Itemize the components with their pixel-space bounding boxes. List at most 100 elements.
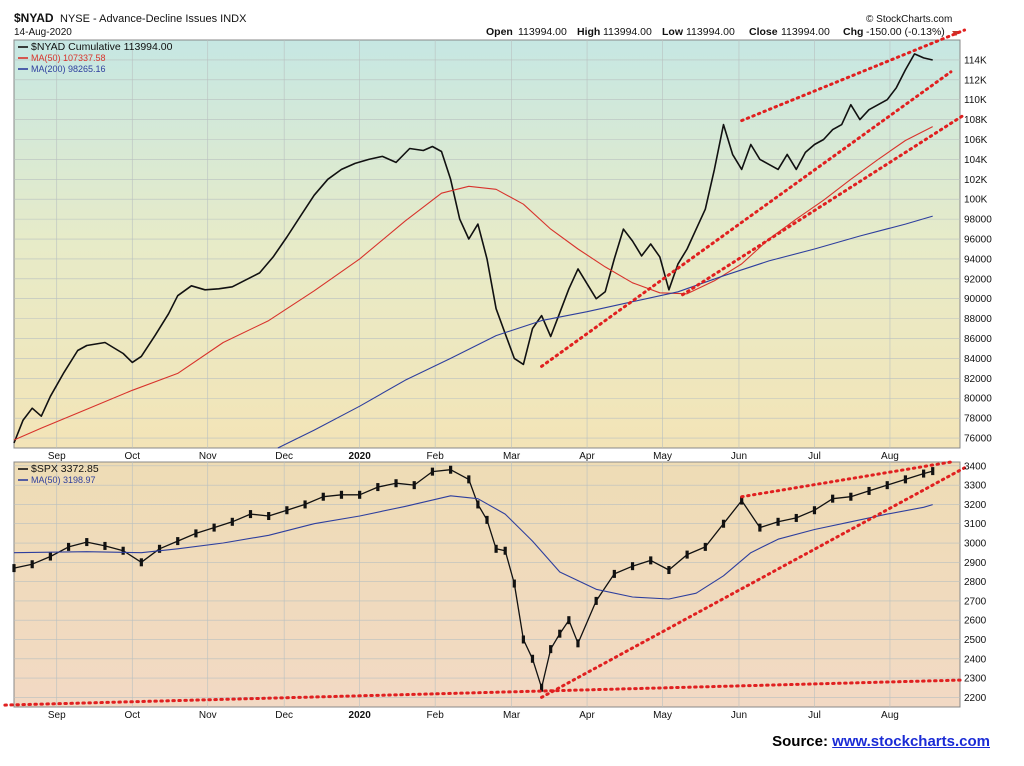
low-value: 113994.00: [686, 26, 735, 38]
spx-candle: [157, 544, 162, 553]
x-tick-label: Jun: [731, 451, 747, 462]
x-tick-label: Apr: [579, 451, 595, 462]
x-tick-label: Mar: [503, 451, 521, 462]
spx-candle: [358, 490, 362, 499]
bottom-axis: 2200 2300 2400 2500 2600 2700 2800 2900 3000 3100…: [48, 461, 987, 721]
spx-candle: [931, 467, 935, 476]
x-tick-label: Feb: [427, 451, 445, 462]
spx-candle: [922, 469, 926, 478]
x-tick-label: May: [653, 451, 672, 462]
top-panel: [13, 39, 961, 449]
spx-candle: [412, 481, 416, 490]
date-label: 14-Aug-2020: [14, 27, 72, 38]
spx-candle: [467, 475, 471, 484]
spx-candle: [549, 645, 553, 654]
y-tick-label: 2400: [964, 654, 987, 665]
source-link[interactable]: www.stockcharts.com: [832, 733, 990, 750]
y-tick-label: 86000: [964, 334, 992, 345]
x-tick-label: Aug: [881, 710, 899, 721]
y-tick-label: 92000: [964, 274, 992, 285]
spx-candle: [630, 562, 635, 571]
spx-candle: [667, 566, 671, 575]
spx-candle: [285, 506, 289, 515]
x-tick-label: Sep: [48, 451, 66, 462]
spx-candle: [103, 541, 107, 550]
spx-candle: [885, 481, 889, 490]
spx-candle: [339, 490, 344, 499]
top-series: [13, 53, 933, 449]
spx-candle: [121, 546, 125, 555]
spx-price-line: [13, 469, 933, 689]
trendline: [540, 70, 953, 368]
open-label: Open: [486, 26, 513, 38]
y-tick-label: 2600: [964, 616, 987, 627]
close-label: Close: [749, 26, 778, 38]
x-tick-label: Aug: [881, 451, 899, 462]
spx-candle: [649, 556, 653, 565]
x-tick-label: Jul: [808, 710, 821, 721]
spx-candle: [849, 492, 853, 501]
spx-candle: [512, 579, 516, 588]
chg-label: Chg: [843, 26, 863, 38]
spx-candle: [139, 558, 143, 567]
spx-candle: [376, 483, 380, 492]
spx-candle: [903, 475, 908, 484]
spx-candle: [212, 523, 216, 532]
spx-candle: [685, 550, 689, 559]
ohlc-readout: Open 113994.00 High 113994.00 Low 113994…: [486, 26, 945, 38]
y-tick-label: 76000: [964, 434, 992, 445]
top-grid: [14, 40, 960, 448]
y-tick-label: 80000: [964, 394, 992, 405]
nyad-cumulative-line: [13, 53, 933, 444]
spx-candle: [812, 506, 817, 515]
x-tick-label: Sep: [48, 710, 66, 721]
legend-entry: $SPX 3372.85: [31, 463, 99, 475]
high-label: High: [577, 26, 600, 38]
spx-candle: [48, 552, 52, 561]
x-tick-label: Jul: [808, 451, 821, 462]
spx-candle: [721, 519, 726, 528]
x-tick-label: Nov: [199, 710, 217, 721]
spx-candle: [176, 537, 180, 546]
spx-candle: [503, 546, 507, 555]
x-tick-label: Dec: [275, 451, 293, 462]
x-tick-label: Dec: [275, 710, 293, 721]
x-tick-label: 2020: [349, 451, 372, 462]
y-tick-label: 84000: [964, 354, 992, 365]
spx-candle: [321, 492, 325, 501]
y-tick-label: 96000: [964, 235, 992, 246]
spx-ma50-line: [13, 495, 933, 600]
y-tick-label: 2900: [964, 558, 987, 569]
top-trendlines: [540, 28, 967, 368]
y-tick-label: 3300: [964, 481, 987, 492]
source-line: Source: www.stockcharts.com: [772, 733, 990, 750]
spx-candle: [449, 465, 453, 474]
y-tick-label: 90000: [964, 294, 992, 305]
y-tick-label: 88000: [964, 314, 992, 325]
chg-value: -150.00 (-0.13%): [866, 26, 945, 38]
y-tick-label: 108K: [964, 115, 988, 126]
y-tick-label: 2200: [964, 693, 987, 704]
spx-candle: [576, 639, 580, 648]
trendline: [740, 28, 967, 123]
x-tick-label: Oct: [124, 451, 140, 462]
spx-candle: [831, 494, 835, 503]
y-tick-label: 100K: [964, 195, 988, 206]
close-value: 113994.00: [781, 26, 830, 38]
y-tick-label: 2300: [964, 674, 987, 685]
spx-candle: [12, 564, 16, 573]
legend-entry: MA(50) 107337.58: [31, 53, 106, 63]
bottom-series: [12, 465, 935, 692]
symbol-name: NYSE - Advance-Decline Issues INDX: [60, 13, 247, 25]
spx-candle: [567, 616, 571, 625]
y-tick-label: 2800: [964, 577, 987, 588]
spx-candle: [758, 523, 762, 532]
trendline: [681, 113, 967, 297]
trendline: [540, 466, 967, 699]
x-tick-label: Feb: [427, 710, 445, 721]
high-value: 113994.00: [603, 26, 652, 38]
spx-candle: [30, 560, 34, 569]
